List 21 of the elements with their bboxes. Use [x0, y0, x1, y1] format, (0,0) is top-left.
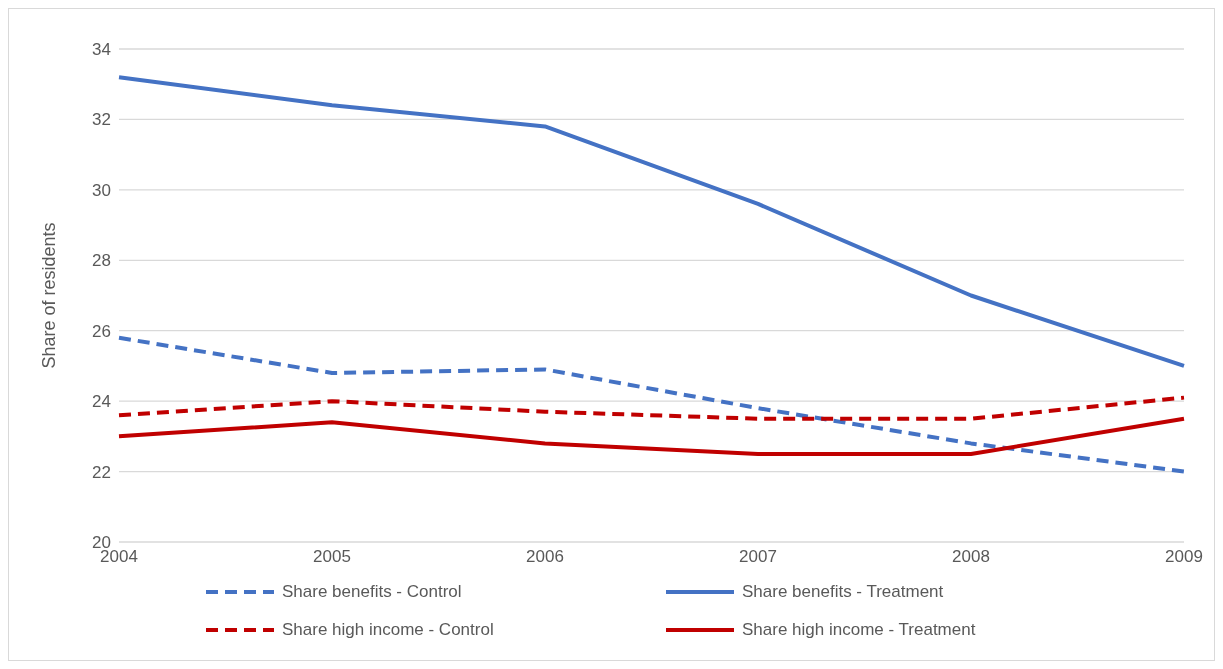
y-tick-label: 26	[92, 321, 111, 341]
legend-label: Share benefits - Control	[282, 582, 462, 602]
legend-label: Share high income - Control	[282, 620, 494, 640]
line-series	[117, 395, 1186, 421]
y-tick-label: 22	[92, 462, 111, 482]
x-tick-label: 2006	[526, 547, 564, 567]
line-series	[117, 416, 1186, 456]
x-tick-label: 2009	[1165, 547, 1203, 567]
y-tick-label: 30	[92, 180, 111, 200]
legend-label: Share benefits - Treatment	[742, 582, 944, 602]
y-tick-label: 32	[92, 110, 111, 130]
y-tick-label: 24	[92, 392, 111, 412]
x-tick-label: 2008	[952, 547, 990, 567]
y-axis-title: Share of residents	[39, 222, 60, 369]
x-tick-label: 2007	[739, 547, 777, 567]
line-series	[117, 335, 1186, 474]
legend-label: Share high income - Treatment	[742, 620, 976, 640]
x-tick-label: 2005	[313, 547, 351, 567]
line-series	[117, 75, 1186, 368]
y-tick-label: 34	[92, 40, 111, 60]
y-tick-label: 28	[92, 251, 111, 271]
